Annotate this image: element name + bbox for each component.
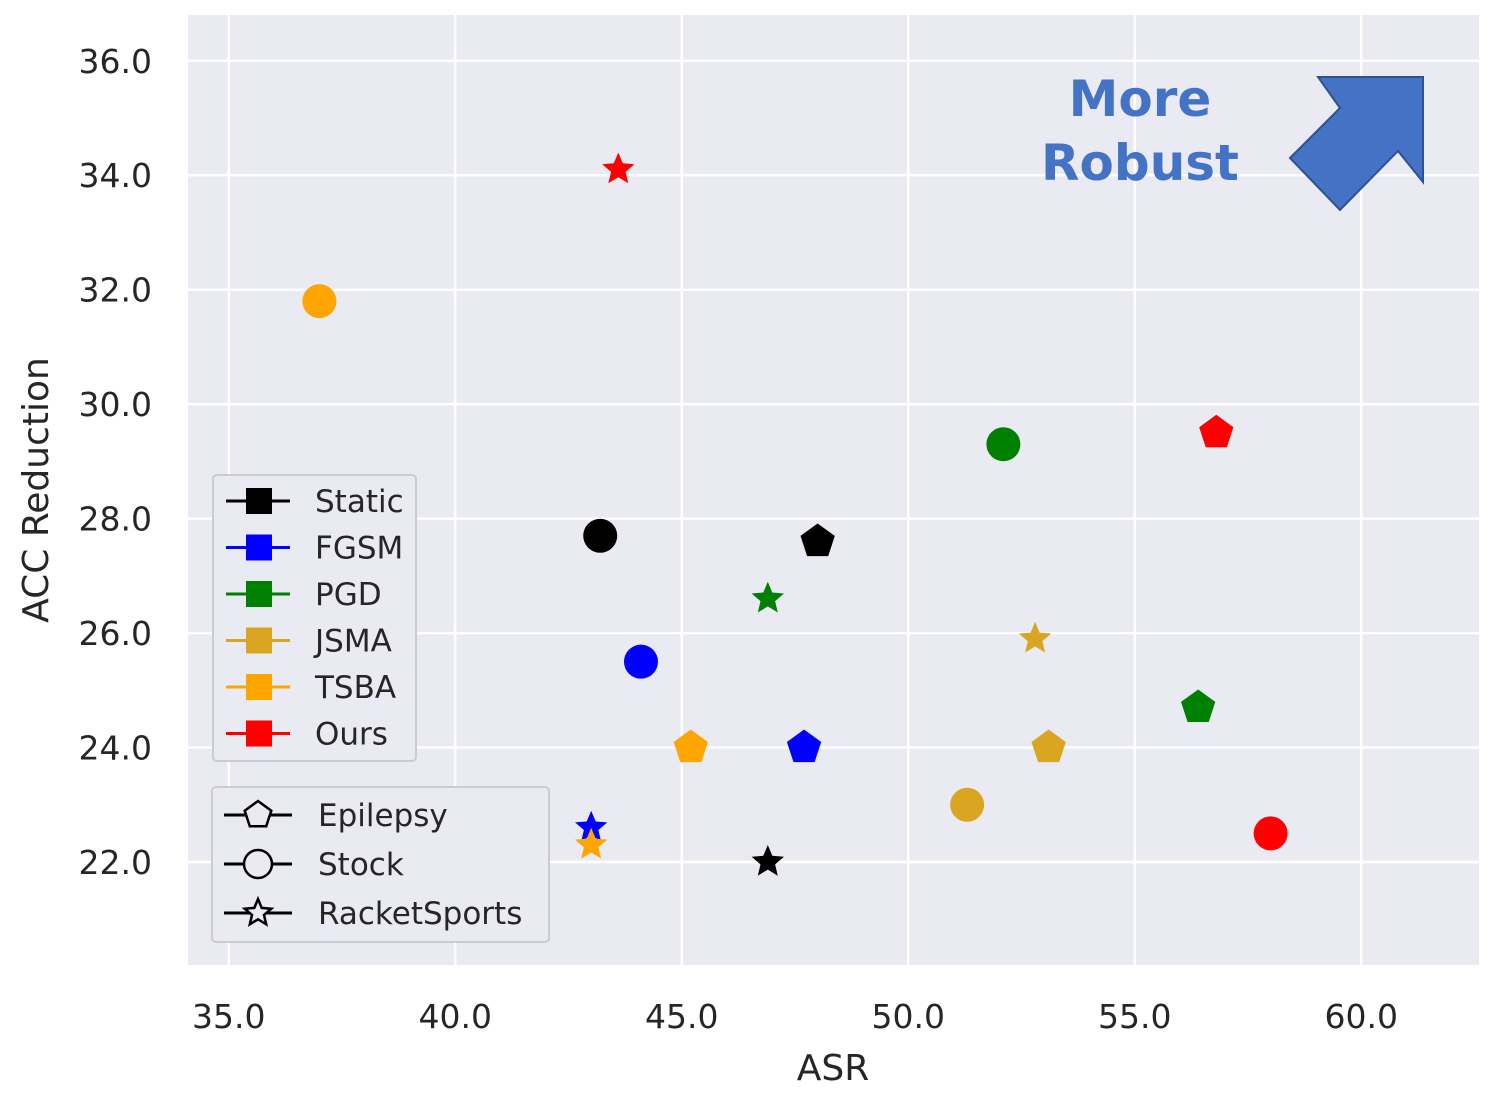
data-point-jsma-stock: [950, 787, 985, 822]
method-legend-swatch: [246, 674, 272, 700]
x-tick-label: 60.0: [1324, 997, 1397, 1036]
dataset-legend-label: Epilepsy: [318, 798, 448, 834]
method-legend-swatch: [246, 534, 272, 561]
data-point-pgd-stock: [986, 427, 1021, 462]
method-legend-label: JSMA: [313, 624, 392, 660]
method-legend-label: Ours: [315, 717, 388, 753]
annotation-line-1: More: [1069, 70, 1212, 128]
y-axis-label: ACC Reduction: [16, 357, 57, 623]
y-tick-label: 22.0: [79, 843, 152, 882]
data-point-tsba-stock: [302, 284, 337, 319]
x-tick-label: 50.0: [871, 997, 944, 1036]
y-tick-label: 30.0: [79, 385, 152, 424]
y-tick-label: 24.0: [79, 729, 152, 768]
method-legend-label: TSBA: [314, 670, 396, 706]
dataset-legend-pentagon-icon: [243, 799, 273, 828]
data-point-tsba-racketsports: [575, 827, 608, 859]
method-legend-label: PGD: [315, 577, 382, 613]
dataset-legend-label: Stock: [318, 847, 404, 883]
more-robust-annotation: More Robust: [1041, 70, 1424, 212]
data-point-ours-racketsports: [602, 152, 635, 184]
data-point-static-epilepsy: [800, 523, 835, 557]
data-point-ours-epilepsy: [1199, 414, 1234, 448]
tick-labels: 35.0 40.0 45.0 50.0 55.0 60.0 22.0 24.0 26.0 28.0…: [79, 42, 1398, 1036]
y-tick-label: 28.0: [79, 500, 152, 539]
data-points: [302, 152, 1288, 876]
method-legend-label: Static: [315, 484, 404, 520]
data-point-fgsm-stock: [623, 644, 658, 679]
method-legend-swatch: [246, 488, 272, 514]
method-legend-swatch: [246, 627, 272, 654]
x-tick-label: 45.0: [645, 997, 718, 1036]
y-tick-label: 36.0: [79, 42, 152, 81]
data-point-pgd-epilepsy: [1181, 689, 1216, 722]
dataset-legend-circle-icon: [242, 848, 274, 880]
x-tick-label: 35.0: [192, 997, 265, 1036]
data-point-pgd-racketsports: [751, 581, 784, 613]
data-point-jsma-epilepsy: [1031, 729, 1066, 763]
x-axis-label: ASR: [797, 1048, 870, 1089]
method-legend-label: FGSM: [315, 531, 403, 567]
data-point-static-stock: [583, 518, 618, 553]
dataset-legend: Epilepsy Stock RacketSports: [211, 786, 550, 943]
method-legend-swatch: [246, 720, 272, 747]
method-legend: Static FGSM PGD JSMA TSBA Ours: [212, 474, 417, 762]
data-point-ours-stock: [1253, 816, 1288, 851]
y-tick-label: 34.0: [79, 156, 152, 195]
data-point-fgsm-epilepsy: [786, 729, 822, 763]
dataset-legend-items: Epilepsy Stock RacketSports: [224, 798, 522, 932]
dataset-legend-star-icon: [241, 895, 275, 927]
dataset-legend-box: [211, 786, 550, 943]
arrow-up-right-icon: [1288, 76, 1424, 212]
dataset-legend-label: RacketSports: [318, 896, 522, 932]
x-tick-label: 40.0: [419, 997, 492, 1036]
data-point-tsba-epilepsy: [673, 729, 708, 763]
y-tick-label: 32.0: [79, 271, 152, 310]
annotation-line-2: Robust: [1041, 134, 1239, 192]
x-tick-label: 55.0: [1098, 997, 1171, 1036]
method-legend-items: Static FGSM PGD JSMA TSBA Ours: [226, 484, 404, 753]
method-legend-swatch: [246, 581, 272, 607]
y-tick-label: 26.0: [79, 614, 152, 653]
data-point-fgsm-racketsports: [575, 810, 608, 842]
data-point-static-racketsports: [751, 845, 784, 876]
data-point-jsma-racketsports: [1018, 621, 1052, 653]
